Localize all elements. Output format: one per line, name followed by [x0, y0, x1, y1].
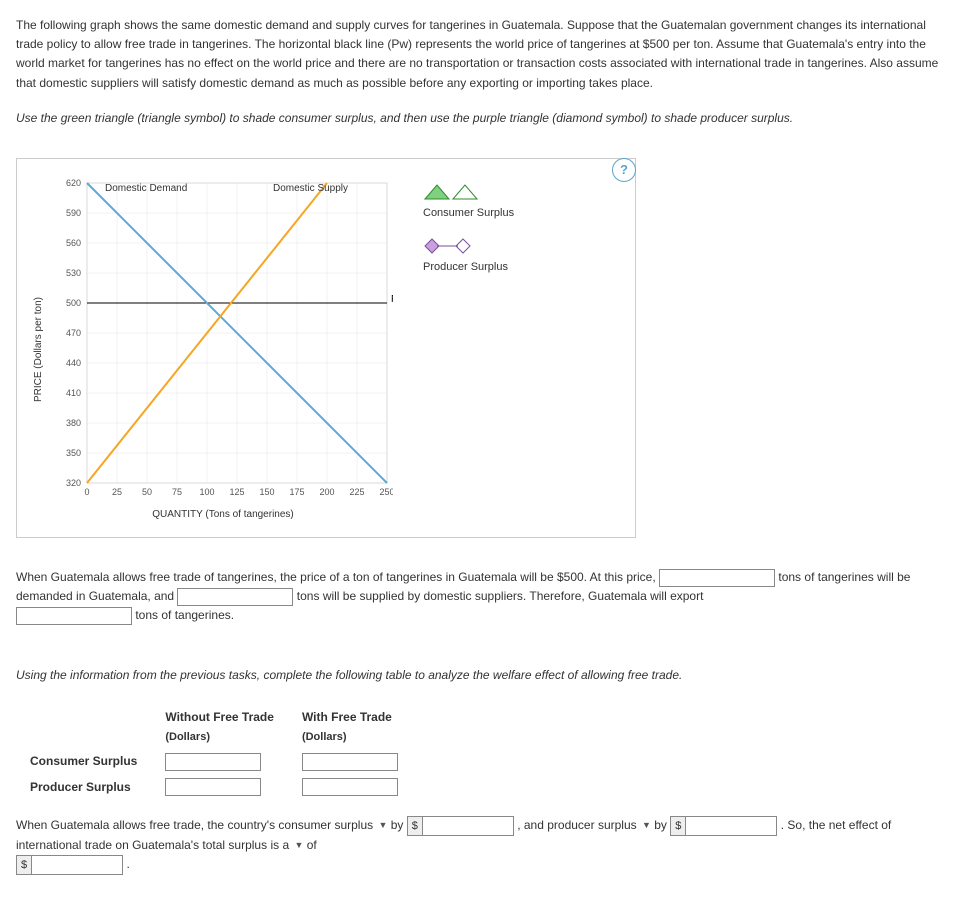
svg-text:75: 75	[172, 487, 182, 497]
net-direction-select[interactable]	[292, 838, 303, 854]
svg-text:560: 560	[66, 238, 81, 248]
supply-quantity-input[interactable]	[177, 588, 293, 606]
ps-with-input[interactable]	[302, 778, 398, 796]
q1-text-1: When Guatemala allows free trade of tang…	[16, 570, 659, 584]
svg-text:175: 175	[289, 487, 304, 497]
question-paragraph-1: When Guatemala allows free trade of tang…	[16, 568, 949, 626]
chart-area: PRICE (Dollars per ton) 0 25 50 75 100 125 150…	[16, 158, 636, 538]
svg-text:320: 320	[66, 478, 81, 488]
cs-amount-input[interactable]: $	[407, 816, 514, 836]
svg-text:250: 250	[379, 487, 393, 497]
col-with: With Free Trade(Dollars)	[288, 705, 412, 750]
q1-text-3: tons will be supplied by domestic suppli…	[297, 589, 704, 603]
q2-t6: of	[307, 838, 317, 852]
ps-direction-select[interactable]	[640, 818, 651, 834]
legend-producer-label: Producer Surplus	[423, 259, 508, 277]
svg-text:440: 440	[66, 358, 81, 368]
legend-producer-surplus[interactable]: Producer Surplus	[423, 237, 514, 277]
svg-text:380: 380	[66, 418, 81, 428]
chart-legend: Consumer Surplus Producer Surplus	[423, 177, 514, 276]
svg-text:150: 150	[259, 487, 274, 497]
y-axis-label: PRICE (Dollars per ton)	[31, 297, 47, 402]
q2-t1: When Guatemala allows free trade, the co…	[16, 818, 376, 832]
svg-text:225: 225	[349, 487, 364, 497]
chart-plot[interactable]: 0 25 50 75 100 125 150 175 200 225 250 320 350 380 410…	[53, 177, 393, 503]
q2-t4: by	[654, 818, 670, 832]
cs-without-input[interactable]	[165, 753, 261, 771]
export-quantity-input[interactable]	[16, 607, 132, 625]
q2-t3: , and producer surplus	[517, 818, 640, 832]
instruction-2: Using the information from the previous …	[16, 666, 949, 685]
welfare-table: Without Free Trade(Dollars) With Free Tr…	[16, 705, 412, 800]
legend-consumer-surplus[interactable]: Consumer Surplus	[423, 183, 514, 223]
svg-text:25: 25	[112, 487, 122, 497]
svg-text:500: 500	[66, 298, 81, 308]
svg-text:350: 350	[66, 448, 81, 458]
help-button[interactable]: ?	[612, 158, 636, 182]
row-consumer-label: Consumer Surplus	[16, 749, 151, 774]
svg-text:Domestic Demand: Domestic Demand	[105, 183, 187, 194]
svg-text:620: 620	[66, 178, 81, 188]
ps-without-input[interactable]	[165, 778, 261, 796]
svg-text:590: 590	[66, 208, 81, 218]
intro-paragraph: The following graph shows the same domes…	[16, 16, 949, 93]
svg-text:410: 410	[66, 388, 81, 398]
instruction-paragraph: Use the green triangle (triangle symbol)…	[16, 109, 949, 128]
legend-consumer-label: Consumer Surplus	[423, 205, 514, 223]
col-without: Without Free Trade(Dollars)	[151, 705, 288, 750]
svg-text:Domestic Supply: Domestic Supply	[273, 183, 348, 194]
svg-text:470: 470	[66, 328, 81, 338]
question-paragraph-2: When Guatemala allows free trade, the co…	[16, 816, 949, 875]
q2-t2: by	[391, 818, 407, 832]
demand-quantity-input[interactable]	[659, 569, 775, 587]
svg-text:200: 200	[319, 487, 334, 497]
triangle-icon	[423, 183, 483, 201]
svg-text:530: 530	[66, 268, 81, 278]
row-producer-label: Producer Surplus	[16, 775, 151, 800]
q1-text-4: tons of tangerines.	[135, 608, 234, 622]
cs-direction-select[interactable]	[376, 818, 387, 834]
ps-amount-input[interactable]: $	[670, 816, 777, 836]
diamond-icon	[423, 237, 483, 255]
cs-with-input[interactable]	[302, 753, 398, 771]
svg-text:100: 100	[199, 487, 214, 497]
net-amount-input[interactable]: $	[16, 855, 123, 875]
svg-text:P: P	[391, 294, 393, 305]
svg-text:125: 125	[229, 487, 244, 497]
svg-text:50: 50	[142, 487, 152, 497]
svg-text:0: 0	[84, 487, 89, 497]
q2-t7: .	[126, 857, 129, 871]
x-axis-label: QUANTITY (Tons of tangerines)	[152, 507, 294, 523]
chart-container: ? PRICE (Dollars per ton) 0 25 50 75 100 125 1…	[16, 158, 636, 538]
